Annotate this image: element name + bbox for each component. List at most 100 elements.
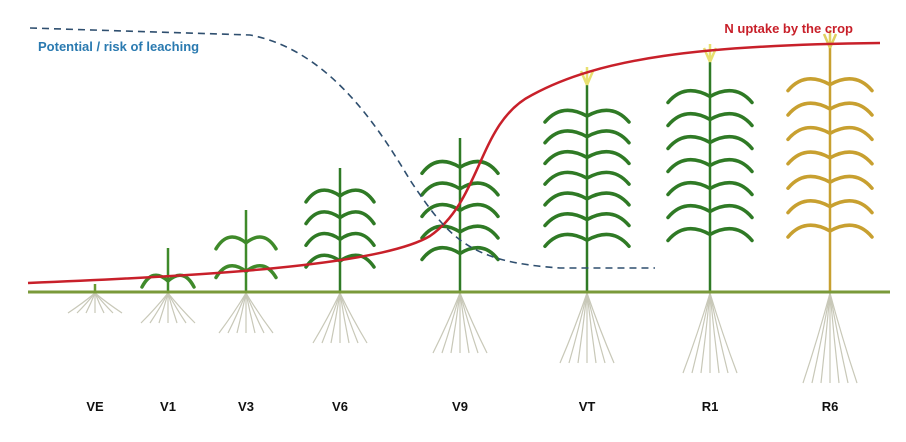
root <box>339 292 350 344</box>
root <box>691 292 711 374</box>
leaf <box>458 181 500 197</box>
root <box>709 292 720 374</box>
leaf <box>585 232 631 248</box>
root <box>682 292 711 374</box>
leaf <box>543 149 589 166</box>
root <box>802 292 831 384</box>
leaching-label: Potential / risk of leaching <box>38 39 199 54</box>
leaf <box>786 199 832 215</box>
leaf <box>828 223 874 239</box>
n-uptake-curve <box>27 41 881 285</box>
leaf <box>543 129 589 145</box>
root <box>459 292 479 354</box>
root <box>586 292 615 364</box>
root <box>829 292 858 384</box>
leaf <box>786 77 832 93</box>
leaching-curve <box>29 27 655 269</box>
stage-label: V6 <box>332 399 348 414</box>
root <box>829 292 840 384</box>
leaf <box>214 264 248 280</box>
root <box>218 292 247 334</box>
leaf <box>140 273 170 289</box>
leaf <box>666 227 712 243</box>
root <box>330 292 341 344</box>
root <box>245 292 274 334</box>
leaf <box>304 231 342 248</box>
leaf <box>214 235 248 251</box>
leaf <box>458 224 500 240</box>
plant <box>786 30 874 384</box>
leaf <box>828 199 874 215</box>
stage-label: V3 <box>238 399 254 414</box>
root <box>450 292 461 354</box>
leaf <box>585 129 631 145</box>
root <box>149 292 169 324</box>
leaf <box>666 204 712 220</box>
leaf <box>458 246 500 262</box>
root <box>140 292 169 324</box>
root <box>700 292 711 374</box>
leaf <box>828 125 874 142</box>
root <box>432 292 461 354</box>
plant <box>666 44 754 374</box>
leaf <box>786 174 832 190</box>
leaf <box>585 191 631 207</box>
stage-label: V1 <box>160 399 176 414</box>
root <box>236 292 247 334</box>
leaf <box>543 212 589 228</box>
leaf <box>828 101 874 117</box>
root <box>339 292 368 344</box>
leaf <box>244 235 278 251</box>
leaf <box>786 223 832 239</box>
leaf <box>585 108 631 124</box>
leaf <box>828 77 874 93</box>
plant <box>420 138 500 354</box>
root <box>76 292 96 314</box>
stage-label: R1 <box>702 399 719 414</box>
leaf <box>828 174 874 190</box>
leaf <box>666 112 712 128</box>
root <box>158 292 169 324</box>
leaf <box>708 204 754 220</box>
root <box>245 292 256 334</box>
leaf <box>420 159 462 176</box>
root <box>441 292 461 354</box>
root <box>459 292 470 354</box>
root <box>586 292 597 364</box>
plant <box>543 67 631 364</box>
root <box>85 292 96 314</box>
leaf <box>304 210 342 226</box>
root <box>829 292 849 384</box>
root <box>167 292 196 324</box>
leaf <box>666 158 712 174</box>
leaf <box>543 232 589 248</box>
root <box>811 292 831 384</box>
leaf <box>786 125 832 142</box>
stage-label: R6 <box>822 399 839 414</box>
root <box>339 292 359 344</box>
leaf <box>708 227 754 243</box>
root <box>709 292 738 374</box>
leaf <box>458 202 500 219</box>
leaf <box>708 89 754 105</box>
leaf <box>708 135 754 151</box>
root <box>321 292 341 344</box>
leaf <box>786 101 832 117</box>
plant <box>214 210 278 334</box>
leaf <box>666 181 712 197</box>
leaf <box>420 181 462 197</box>
root <box>559 292 588 364</box>
leaf <box>543 108 589 124</box>
plant <box>67 284 123 314</box>
root <box>568 292 588 364</box>
root <box>312 292 341 344</box>
leaf <box>543 191 589 207</box>
leaf <box>543 170 589 186</box>
leaf <box>338 210 376 226</box>
leaf <box>585 212 631 228</box>
leaf <box>666 135 712 151</box>
root <box>709 292 729 374</box>
